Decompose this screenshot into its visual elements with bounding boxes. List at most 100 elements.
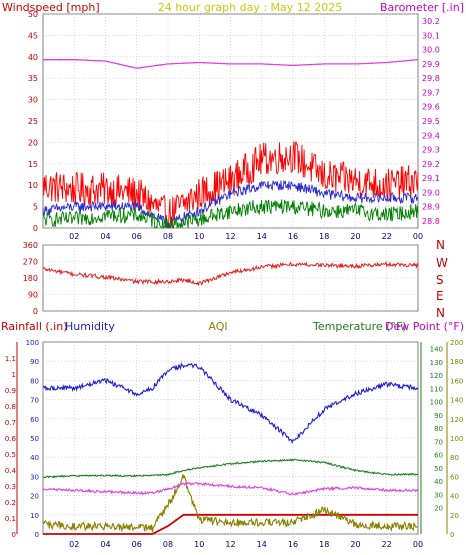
- series-temperature: [42, 458, 419, 479]
- panel1-series: [42, 59, 419, 230]
- rain-tick-0.2: 0.2: [5, 499, 16, 507]
- rain-tick-0.5: 0.5: [5, 451, 16, 459]
- series-avg: [42, 179, 419, 229]
- rain-tick-0.7: 0.7: [5, 419, 16, 427]
- aqi-tick-0: 0: [450, 531, 454, 539]
- humidity-tick-30: 30: [30, 473, 39, 481]
- panel1-x-ticks: 02 04 06 08 10 12 14 16 18 20 22 00: [69, 232, 423, 241]
- baro-tick-30.1: 30.1: [422, 31, 440, 40]
- wind-tick-0: 0: [33, 224, 38, 233]
- baro-tick-30: 30.0: [422, 46, 440, 55]
- temperature-ticks: 20 30 40 50 60 70 80 90 100 110 120 130 140: [430, 346, 443, 513]
- baro-tick-29: 29.0: [422, 188, 440, 197]
- wind-tick-35: 35: [28, 74, 38, 83]
- p3-xtick-22: 22: [382, 540, 392, 549]
- panel1-right-ticks: 28.8 28.9 29.0 29.1 29.2 29.3 29.4 29.5 29.6 29.7…: [422, 17, 440, 226]
- aqi-tick-40: 40: [450, 493, 459, 501]
- temp-tick-70: 70: [434, 438, 443, 446]
- p1-xtick-10: 10: [194, 232, 204, 241]
- baro-tick-29.3: 29.3: [422, 146, 440, 155]
- aqi-tick-80: 80: [450, 454, 459, 462]
- rain-tick-0.6: 0.6: [5, 435, 17, 443]
- wind-tick-40: 40: [28, 53, 38, 62]
- humidity-tick-10: 10: [30, 512, 39, 520]
- direction-label-n-bottom: N: [436, 306, 445, 320]
- rain-tick-0.3: 0.3: [5, 483, 16, 491]
- wind-tick-50: 50: [28, 10, 38, 19]
- wind-tick-10: 10: [28, 181, 38, 190]
- direction-label-w: W: [436, 256, 448, 270]
- temp-tick-140: 140: [430, 346, 443, 354]
- wind-direction-panel: 0 90 180 270 360 N W S E N: [23, 238, 448, 320]
- baro-tick-29.4: 29.4: [422, 131, 440, 140]
- baro-tick-29.1: 29.1: [422, 174, 440, 183]
- rain-tick-1.1: 1.1: [5, 355, 16, 363]
- rain-tick-0.8: 0.8: [5, 403, 16, 411]
- baro-tick-29.9: 29.9: [422, 60, 440, 69]
- wind-tick-25: 25: [28, 117, 38, 126]
- rain-tick-0.9: 0.9: [5, 387, 16, 395]
- panel3-series: [42, 362, 419, 535]
- humidity-tick-100: 100: [26, 339, 39, 347]
- p1-xtick-12: 12: [225, 232, 235, 241]
- p1-xtick-00: 00: [413, 232, 423, 241]
- p1-xtick-14: 14: [257, 232, 267, 241]
- dir-tick-360: 360: [23, 241, 38, 250]
- panel1-grid: [43, 13, 418, 229]
- baro-tick-29.5: 29.5: [422, 117, 440, 126]
- dewpoint-axis-label: Dew Point (°F): [385, 320, 464, 333]
- rain-humidity-panel: 0 0.1 0.2 0.3 0.4 0.5 0.6 0.7 0.8 0.9 1 1.1 0 10 20 30…: [5, 339, 464, 549]
- p3-xtick-08: 08: [163, 540, 173, 549]
- temp-tick-120: 120: [430, 372, 443, 380]
- series-dewpoint: [42, 481, 419, 496]
- temp-tick-110: 110: [430, 385, 443, 393]
- humidity-ticks: 0 10 20 30 40 50 60 70 80 90 100: [26, 339, 39, 539]
- p1-xtick-16: 16: [288, 232, 298, 241]
- series-gust: [42, 141, 419, 229]
- p3-xtick-04: 04: [100, 540, 110, 549]
- aqi-axis-label: AQI: [208, 320, 227, 333]
- dir-tick-180: 180: [23, 274, 38, 283]
- humidity-tick-80: 80: [30, 377, 39, 385]
- humidity-tick-90: 90: [30, 358, 39, 366]
- p3-xtick-12: 12: [225, 540, 235, 549]
- temperature-axis-label: Temperature (°F): [312, 320, 407, 333]
- dir-tick-0: 0: [33, 307, 38, 316]
- p3-xtick-18: 18: [319, 540, 329, 549]
- aqi-tick-20: 20: [450, 512, 459, 520]
- temp-tick-100: 100: [430, 399, 443, 407]
- temp-tick-60: 60: [434, 452, 443, 460]
- p3-xtick-00: 00: [413, 540, 423, 549]
- p1-xtick-08: 08: [163, 232, 173, 241]
- temp-tick-30: 30: [434, 491, 443, 499]
- rain-tick-0.4: 0.4: [5, 467, 17, 475]
- rain-tick-1: 1: [12, 371, 16, 379]
- baro-tick-29.8: 29.8: [422, 74, 440, 83]
- humidity-axis-label: Humidity: [65, 320, 115, 333]
- humidity-tick-40: 40: [30, 454, 39, 462]
- baro-tick-28.8: 28.8: [422, 217, 440, 226]
- humidity-tick-0: 0: [35, 531, 39, 539]
- wind-tick-30: 30: [28, 96, 38, 105]
- aqi-tick-100: 100: [450, 435, 463, 443]
- p1-xtick-20: 20: [350, 232, 360, 241]
- p3-xtick-10: 10: [194, 540, 204, 549]
- wind-barometer-panel: 0 5 10 15 20 25 30 35 40 45 50 28.8 28.9 29.0 29.1 29.…: [28, 10, 440, 241]
- baro-tick-29.2: 29.2: [422, 160, 440, 169]
- panel1-left-ticks: 0 5 10 15 20 25 30 35 40 45 50: [28, 10, 38, 233]
- p1-xtick-02: 02: [69, 232, 79, 241]
- baro-tick-30.2: 30.2: [422, 17, 440, 26]
- graph-title: 24 hour graph day : May 12 2025: [158, 1, 343, 14]
- series-aqi: [42, 474, 419, 533]
- p3-xtick-20: 20: [350, 540, 360, 549]
- wind-tick-45: 45: [28, 31, 38, 40]
- p1-xtick-18: 18: [319, 232, 329, 241]
- baro-tick-28.9: 28.9: [422, 203, 440, 212]
- dir-tick-90: 90: [28, 291, 38, 300]
- aqi-tick-140: 140: [450, 397, 463, 405]
- rain-ticks: 0 0.1 0.2 0.3 0.4 0.5 0.6 0.7 0.8 0.9 1 1.1: [5, 355, 17, 539]
- p1-xtick-22: 22: [382, 232, 392, 241]
- p1-xtick-06: 06: [132, 232, 142, 241]
- panel2-grid: [43, 244, 418, 312]
